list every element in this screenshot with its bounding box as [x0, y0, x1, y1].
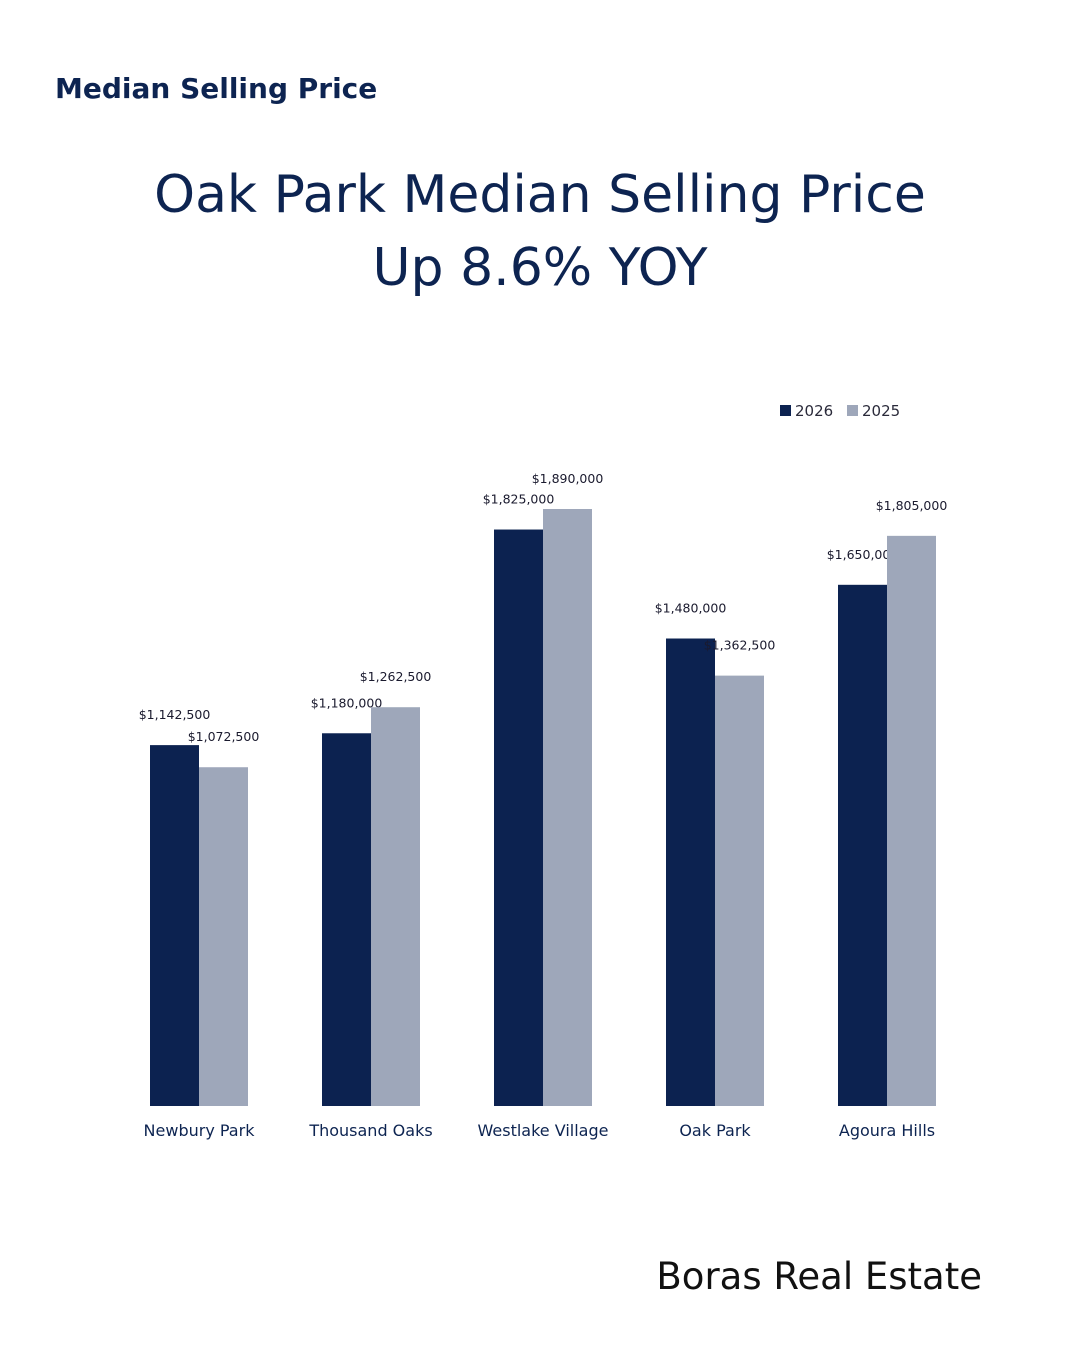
legend-label-2025: 2025	[862, 402, 900, 420]
headline-line-1: Oak Park Median Selling Price	[154, 165, 926, 225]
bar-agoura-hills-2026	[838, 584, 887, 1106]
section-label: Median Selling Price	[55, 72, 378, 105]
bar-oak-park-2026	[666, 638, 715, 1106]
legend-swatch-2025	[847, 405, 858, 416]
bar-agoura-hills-2025	[887, 535, 936, 1106]
category-label-oak-park: Oak Park	[679, 1121, 751, 1140]
value-label-thousand-oaks-2025: $1,262,500	[360, 669, 432, 684]
bar-thousand-oaks-2025	[371, 707, 420, 1106]
value-label-oak-park-2025: $1,362,500	[704, 638, 776, 653]
value-label-westlake-village-2025: $1,890,000	[532, 471, 604, 486]
category-label-thousand-oaks: Thousand Oaks	[308, 1121, 432, 1140]
value-label-agoura-hills-2026: $1,650,000	[827, 547, 899, 562]
bar-chart: $1,142,500 $1,072,500 Newbury Park $1,180,0…	[139, 402, 948, 1140]
legend-swatch-2026	[780, 405, 791, 416]
category-label-westlake-village: Westlake Village	[478, 1121, 609, 1140]
legend-label-2026: 2026	[795, 402, 833, 420]
value-label-oak-park-2026: $1,480,000	[655, 601, 727, 616]
value-label-newbury-park-2025: $1,072,500	[188, 729, 260, 744]
brand-name: Boras Real Estate	[656, 1255, 982, 1298]
category-label-newbury-park: Newbury Park	[144, 1121, 256, 1140]
value-label-thousand-oaks-2026: $1,180,000	[311, 695, 383, 710]
bar-westlake-village-2026	[494, 529, 543, 1106]
value-label-westlake-village-2026: $1,825,000	[483, 492, 555, 507]
bar-newbury-park-2026	[150, 745, 199, 1106]
bar-oak-park-2025	[715, 675, 764, 1106]
value-label-agoura-hills-2025: $1,805,000	[876, 498, 948, 513]
bar-westlake-village-2025	[543, 509, 592, 1106]
bar-thousand-oaks-2026	[322, 733, 371, 1106]
headline-line-2: Up 8.6% YOY	[372, 238, 708, 298]
bar-newbury-park-2025	[199, 767, 248, 1106]
value-label-newbury-park-2026: $1,142,500	[139, 707, 211, 722]
category-label-agoura-hills: Agoura Hills	[839, 1121, 935, 1140]
